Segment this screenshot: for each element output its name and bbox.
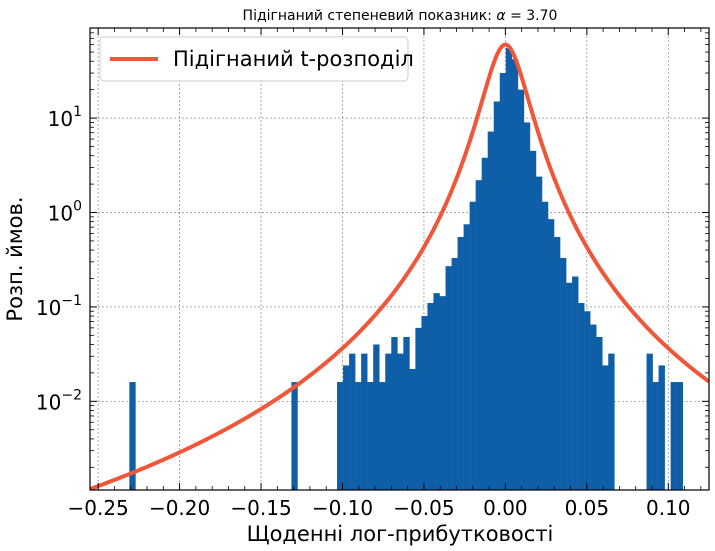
histogram-bar (608, 353, 615, 490)
x-tick-label: 0.10 (646, 496, 691, 520)
histogram-bar (529, 150, 537, 490)
histogram-bar (409, 368, 416, 490)
histogram-bar (373, 344, 380, 490)
histogram-bar (547, 219, 555, 490)
histogram-bar (291, 382, 298, 490)
histogram-bar (560, 257, 567, 490)
histogram-bar (385, 353, 392, 490)
histogram-bar (499, 73, 507, 490)
histogram-bar (541, 201, 549, 490)
histogram-bar (445, 266, 452, 490)
histogram-bar (670, 382, 677, 490)
histogram-bar (379, 382, 386, 490)
histogram-bar (535, 176, 543, 490)
histogram-bar (572, 276, 579, 490)
histogram-bar (451, 257, 458, 490)
legend: Підігнаний t-розподіл (99, 36, 414, 82)
fit-curve (90, 42, 709, 490)
legend-label: Підігнаний t-розподіл (173, 47, 414, 71)
histogram-bar (590, 324, 597, 490)
histogram-bar (487, 131, 495, 490)
histogram-bar (439, 296, 446, 490)
histogram-bar (433, 293, 440, 490)
histogram-bar (367, 382, 374, 490)
histogram-bar (355, 382, 362, 490)
histogram-bar (397, 353, 404, 490)
axis-ticks: −0.25 −0.20 −0.15 −0.10 −0.05 0.00 0.05 0.10 101… (36, 27, 709, 520)
y-tick-label: 10−2 (36, 387, 82, 414)
histogram-bar (578, 303, 585, 490)
x-tick-label: −0.05 (393, 496, 454, 520)
y-axis-label: Розп. ймов. (3, 196, 27, 321)
plot-frame (89, 27, 710, 491)
histogram-bar (415, 327, 422, 490)
chart-title: Підігнаний степеневий показник: α = 3.70 (243, 8, 558, 24)
histogram-bar (463, 224, 470, 490)
x-tick-label: −0.10 (312, 496, 373, 520)
histogram-bars (129, 48, 683, 490)
histogram-bar (403, 337, 410, 490)
histogram-bar (523, 122, 531, 490)
histogram-bar (676, 382, 683, 490)
histogram-bar (421, 316, 428, 490)
histogram-bar (361, 353, 368, 490)
histogram-bar (481, 157, 489, 490)
histogram-bar (658, 365, 665, 490)
x-tick-label: −0.15 (230, 496, 291, 520)
y-tick-label: 10−1 (36, 293, 82, 320)
y-tick-label: 101 (48, 104, 82, 131)
histogram-bar (469, 201, 476, 490)
histogram-bar (511, 59, 519, 490)
histogram-bar (337, 382, 344, 490)
y-tick-label: 100 (48, 199, 82, 226)
histogram-bar (584, 311, 591, 490)
x-tick-label: 0.05 (565, 496, 610, 520)
histogram-bar (427, 303, 434, 490)
histogram-bar (596, 337, 603, 490)
legend-box (99, 36, 409, 82)
histogram-bar (343, 365, 350, 490)
histogram-bar (646, 353, 653, 490)
histogram-bar (602, 365, 609, 490)
histogram-bar (129, 382, 136, 490)
x-tick-label: 0.00 (483, 496, 528, 520)
histogram-bar (349, 353, 356, 490)
histogram-bar (475, 180, 482, 490)
histogram-bar (505, 48, 513, 490)
histogram-bar (517, 89, 525, 490)
x-tick-label: −0.20 (149, 496, 210, 520)
histogram-bar (566, 282, 573, 490)
histogram-bar (493, 101, 501, 490)
histogram-bar (457, 237, 464, 490)
x-axis-label: Щоденні лог-прибутковості (247, 522, 554, 546)
x-tick-label: −0.25 (67, 496, 128, 520)
histogram-bar (391, 337, 398, 490)
histogram-bar (652, 382, 659, 490)
histogram-bar (554, 237, 561, 490)
